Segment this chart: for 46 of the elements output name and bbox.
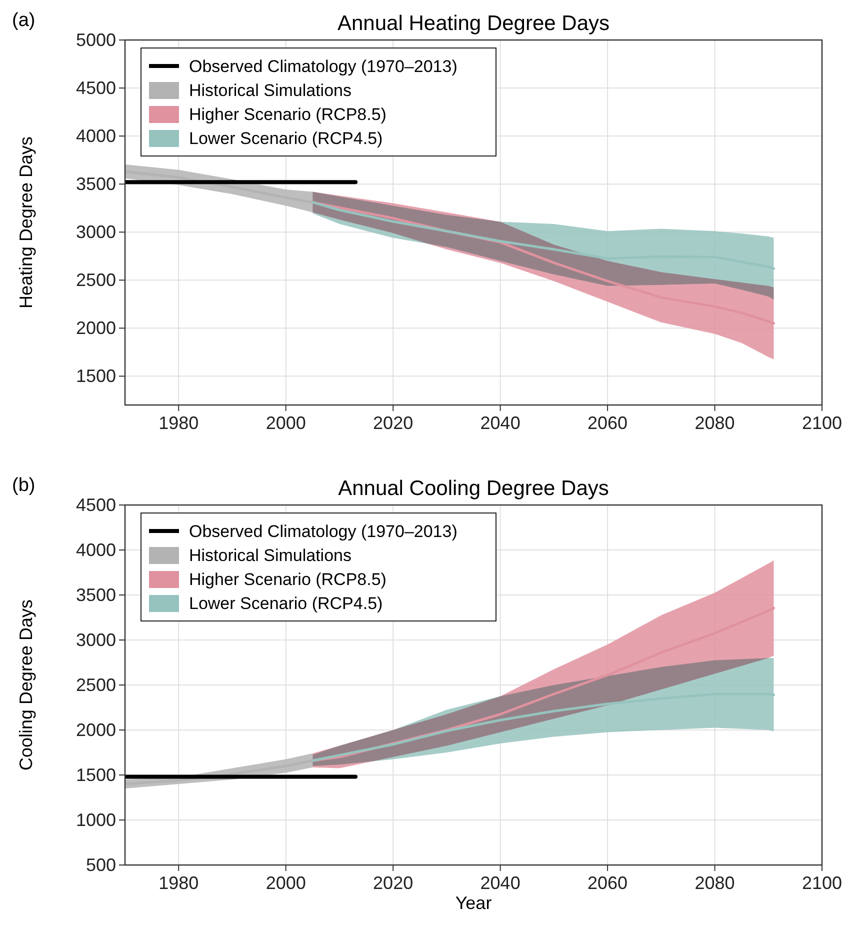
y-tick-label: 2500 [76, 675, 116, 695]
y-tick-label: 4000 [76, 126, 116, 146]
y-tick-label: 3500 [76, 585, 116, 605]
x-tick-label: 2020 [373, 873, 414, 893]
legend-label: Observed Climatology (1970–2013) [189, 522, 458, 541]
y-tick-label: 1500 [76, 366, 116, 386]
y-tick-label: 4000 [76, 540, 116, 560]
legend-label: Historical Simulations [189, 546, 352, 565]
y-tick-label: 2000 [76, 720, 116, 740]
text: (b) [12, 475, 36, 496]
x-tick-label: 2080 [694, 413, 735, 433]
y-tick-label: 500 [86, 855, 116, 875]
y-tick-label: 3500 [76, 174, 116, 194]
y-axis-title: Heating Degree Days [16, 136, 36, 309]
legend-label: Historical Simulations [189, 81, 352, 100]
y-tick-label: 2000 [76, 318, 116, 338]
x-tick-label: 1980 [158, 413, 199, 433]
x-tick-label: 2060 [588, 873, 628, 893]
legend-label: Higher Scenario (RCP8.5) [189, 105, 386, 124]
legend-label: Higher Scenario (RCP8.5) [189, 570, 386, 589]
legend-label: Observed Climatology (1970–2013) [189, 57, 458, 76]
y-tick-label: 5000 [76, 30, 116, 50]
x-tick-label: 2020 [373, 413, 414, 433]
x-tick-label: 2000 [266, 873, 306, 893]
y-tick-label: 1500 [76, 765, 116, 785]
chart-title: Annual Cooling Degree Days [338, 477, 609, 500]
y-tick-label: 4500 [76, 495, 116, 515]
x-tick-label: 2060 [588, 413, 628, 433]
y-tick-label: 4500 [76, 78, 116, 98]
y-tick-label: 1000 [76, 810, 116, 830]
legend-label: Lower Scenario (RCP4.5) [189, 594, 383, 613]
y-tick-label: 2500 [76, 270, 116, 290]
x-tick-label: 2040 [480, 873, 520, 893]
x-tick-label: 1980 [158, 873, 199, 893]
x-tick-label: 2000 [266, 413, 306, 433]
x-tick-label: 2100 [802, 413, 842, 433]
y-tick-label: 3000 [76, 222, 116, 242]
x-tick-label: 2040 [480, 413, 520, 433]
x-axis-title: Year [455, 893, 492, 913]
text: (a) [12, 10, 36, 31]
chart-title: Annual Heating Degree Days [338, 12, 610, 35]
legend-label: Lower Scenario (RCP4.5) [189, 129, 383, 148]
y-axis-title: Cooling Degree Days [16, 599, 36, 771]
x-tick-label: 2100 [802, 873, 842, 893]
y-tick-label: 3000 [76, 630, 116, 650]
x-tick-label: 2080 [694, 873, 735, 893]
